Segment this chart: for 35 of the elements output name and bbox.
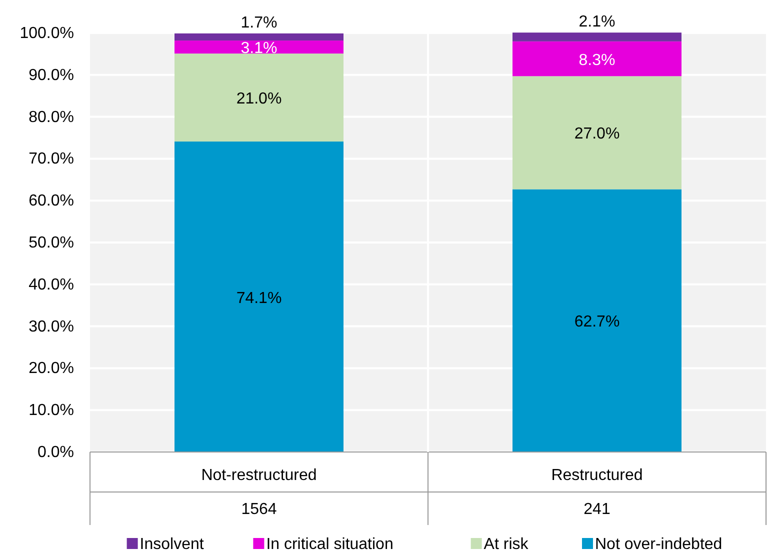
data-label: 27.0% [574, 126, 620, 143]
data-label: 21.0% [236, 90, 282, 108]
bar [174, 40, 344, 54]
y-tick-label: 50.0% [28, 234, 74, 252]
y-tick-label: 10.0% [28, 402, 74, 420]
y-tick-label: 30.0% [28, 318, 74, 336]
y-tick-label: 0.0% [38, 444, 74, 461]
bar [174, 54, 344, 142]
bar [512, 76, 682, 190]
y-tick-label: 100.0% [20, 25, 74, 42]
bar [512, 189, 682, 452]
bar [512, 41, 682, 76]
data-label: 74.1% [236, 290, 282, 307]
x-tick-label: Restructured [551, 467, 643, 484]
text: 1564 [241, 501, 277, 518]
bar [512, 32, 682, 42]
x-tick-label: Not-restructured [201, 467, 317, 484]
bar [174, 142, 344, 452]
y-tick-label: 40.0% [28, 276, 74, 294]
data-label: 1.7% [240, 14, 278, 32]
legend-label: At risk [484, 536, 530, 553]
data-label: 8.3% [578, 52, 616, 69]
data-label: 2.1% [578, 14, 616, 31]
text: 241 [584, 501, 610, 518]
data-label: 62.7% [574, 314, 620, 331]
y-tick-label: 90.0% [28, 66, 74, 84]
bar [174, 33, 344, 41]
y-tick-label: 60.0% [28, 192, 74, 210]
data-label: 3.1% [240, 40, 278, 58]
legend-label: Not over-indebted [595, 536, 722, 553]
y-tick-label: 20.0% [28, 360, 74, 378]
legend-label: Insolvent [140, 536, 204, 553]
y-tick-label: 80.0% [28, 108, 74, 126]
legend-label: In critical situation [266, 536, 394, 553]
y-tick-label: 70.0% [28, 150, 74, 168]
